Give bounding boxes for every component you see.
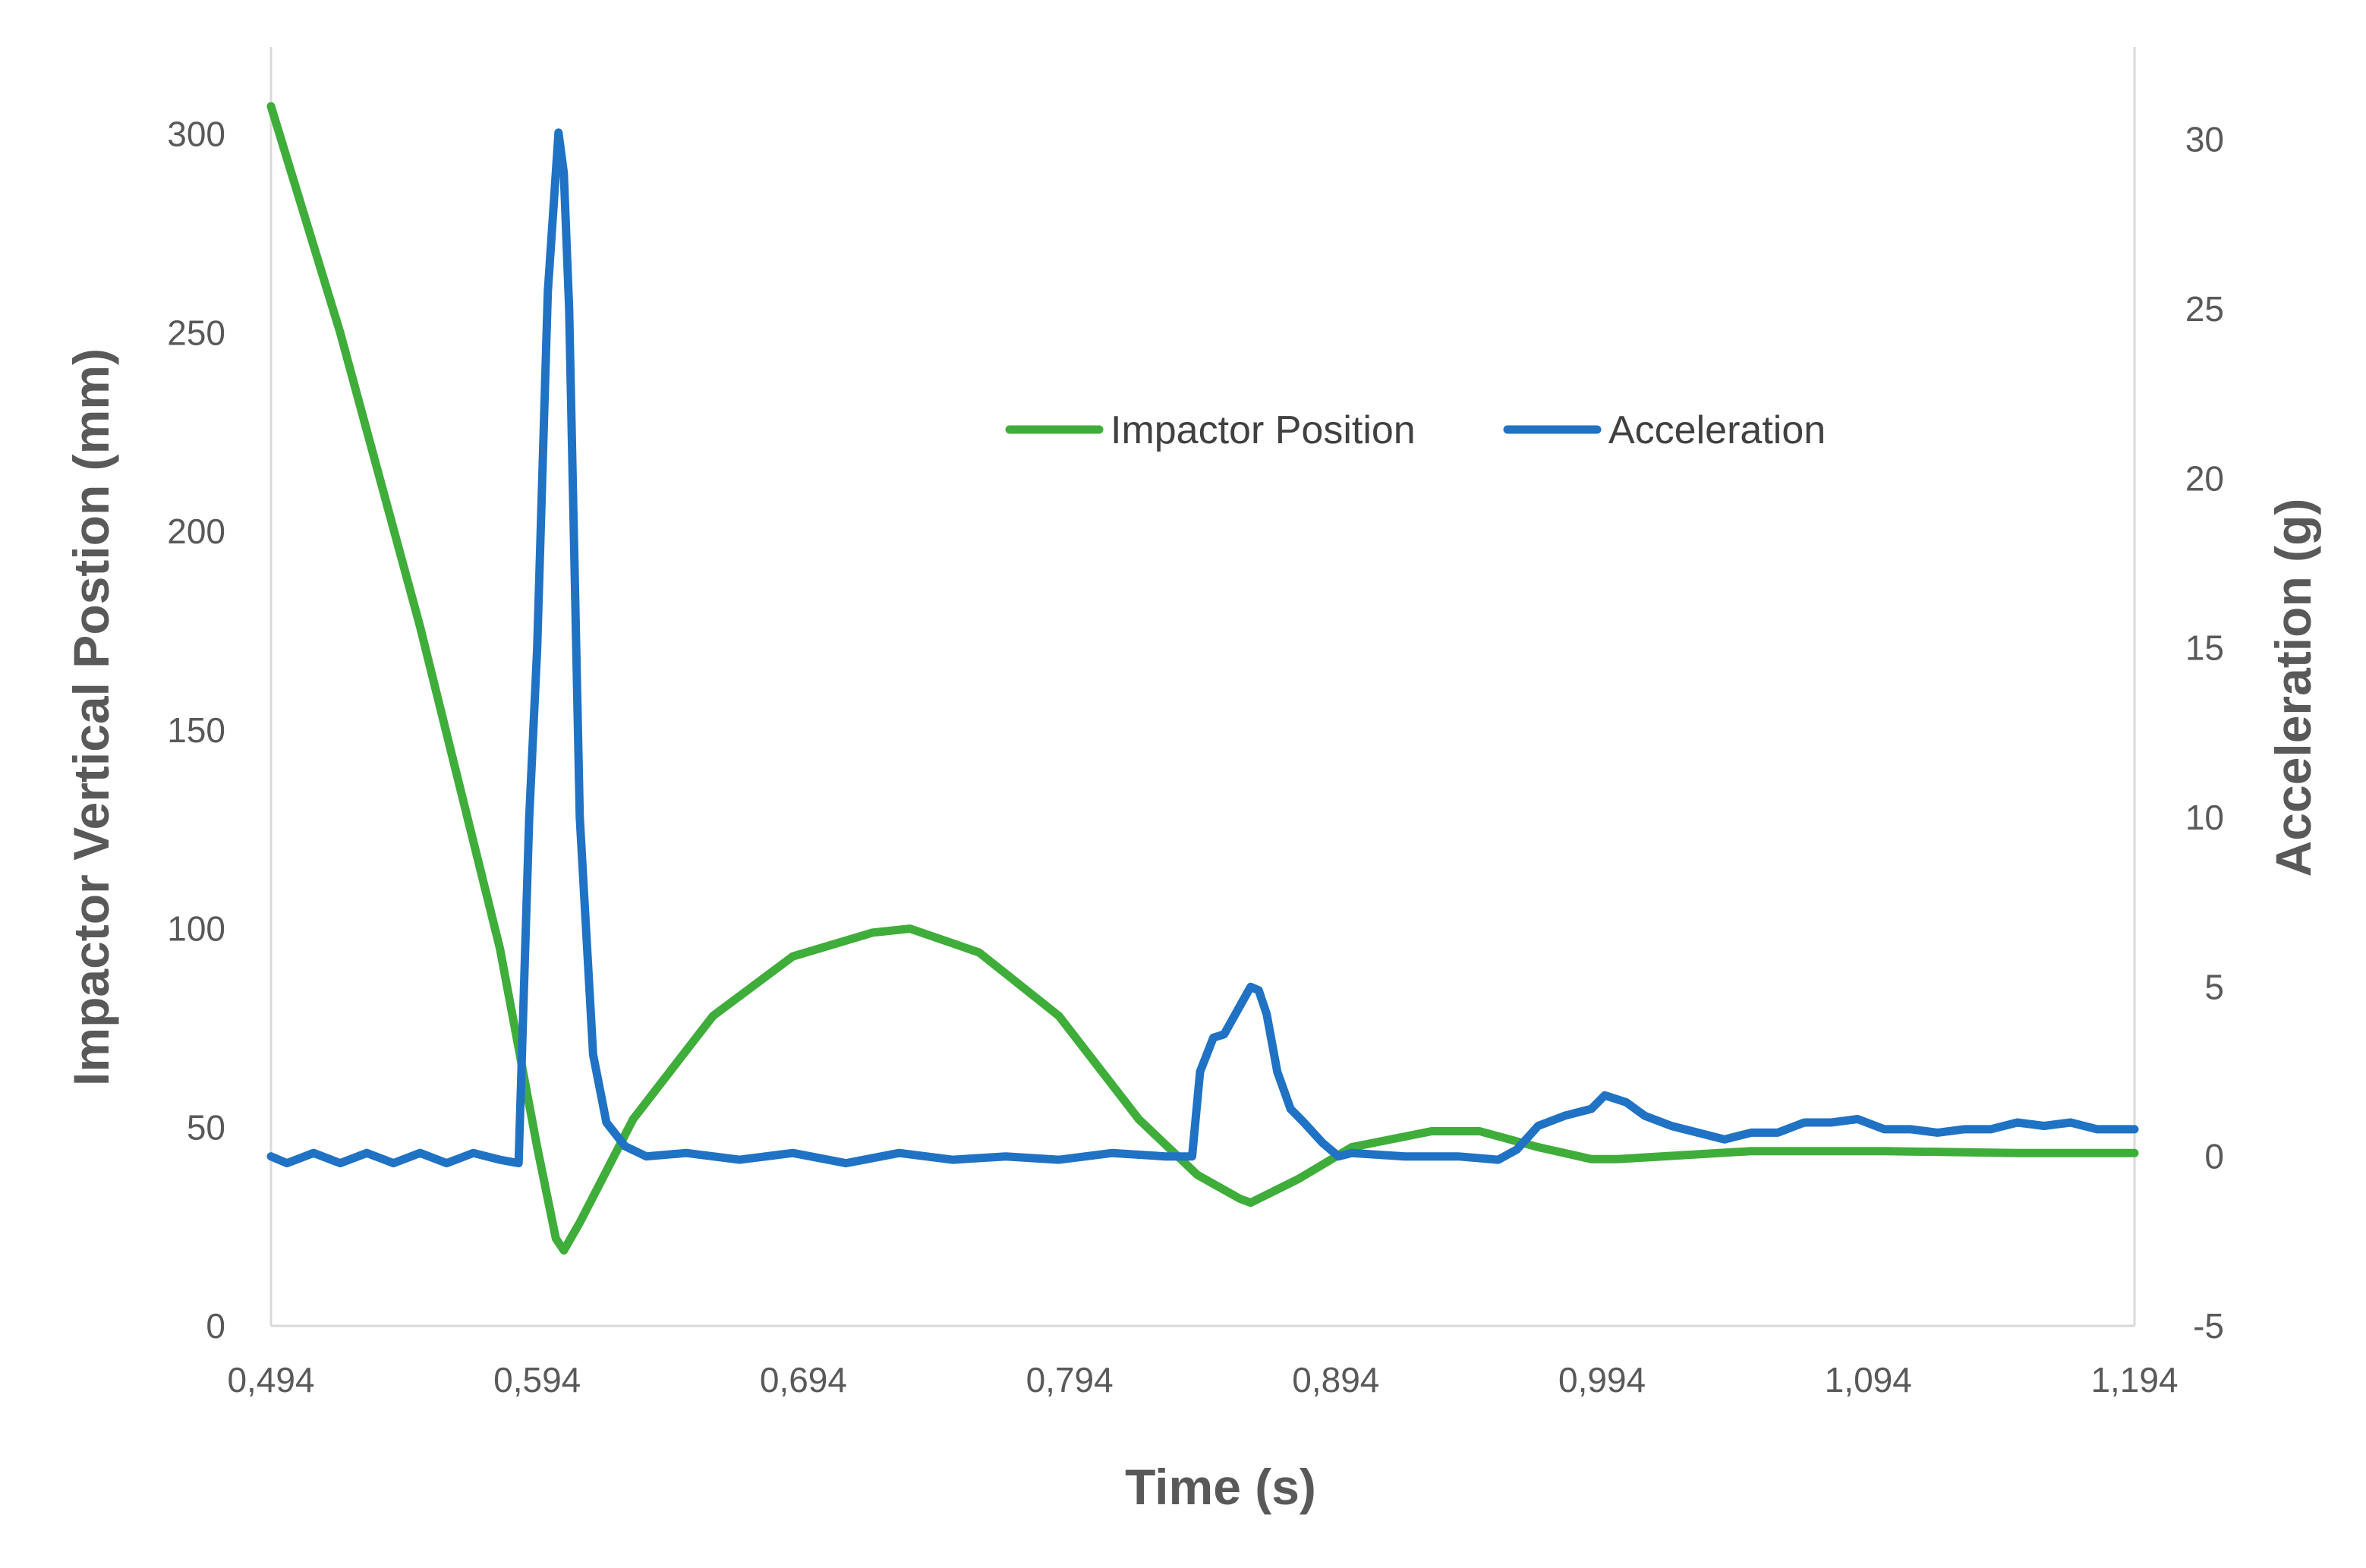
y2-tick-label: 20 <box>2185 458 2224 498</box>
y2-tick-label: 25 <box>2185 289 2224 329</box>
y-axis-title: Impactor Vertical Postion (mm) <box>63 348 119 1086</box>
series-lines <box>266 102 2139 1255</box>
y-tick-label: 50 <box>187 1107 225 1147</box>
y-tick-label: 100 <box>167 909 225 949</box>
legend-label-acceleration: Acceleration <box>1608 408 1826 452</box>
x-tick-label: 0,994 <box>1558 1360 1646 1400</box>
series-line-impactor-position <box>266 102 2139 1255</box>
y-tick-label: 300 <box>167 115 225 154</box>
x-tick-label: 0,794 <box>1026 1360 1114 1400</box>
x-tick-label: 1,094 <box>1825 1360 1912 1400</box>
tick-labels: 0,494 0,594 0,694 0,794 0,894 0,994 1,094 1,194… <box>167 115 2224 1400</box>
x-tick-label: 0,594 <box>493 1360 581 1400</box>
legend: Impactor Position Acceleration <box>1005 408 1826 452</box>
y2-tick-label: 10 <box>2185 798 2224 837</box>
x-axis-title: Time (s) <box>1125 1459 1316 1515</box>
y2-tick-label: 15 <box>2185 628 2224 668</box>
y2-tick-label: 30 <box>2185 120 2224 159</box>
x-tick-label: 1,194 <box>2090 1360 2178 1400</box>
x-tick-label: 0,694 <box>760 1360 847 1400</box>
y2-tick-label: 0 <box>2204 1137 2224 1176</box>
y2-tick-label: 5 <box>2204 967 2224 1006</box>
y2-axis-title: Acceleration (g) <box>2265 499 2321 877</box>
series-line-acceleration <box>266 128 2139 1168</box>
y2-tick-label: -5 <box>2193 1306 2224 1346</box>
x-tick-label: 0,894 <box>1292 1360 1379 1400</box>
legend-label-impactor-position: Impactor Position <box>1111 408 1416 452</box>
y-tick-label: 250 <box>167 313 225 352</box>
axes <box>269 47 2136 1327</box>
x-tick-label: 0,494 <box>227 1360 314 1400</box>
y-tick-label: 150 <box>167 710 225 750</box>
y-tick-label: 200 <box>167 512 225 551</box>
y-tick-label: 0 <box>206 1306 225 1346</box>
